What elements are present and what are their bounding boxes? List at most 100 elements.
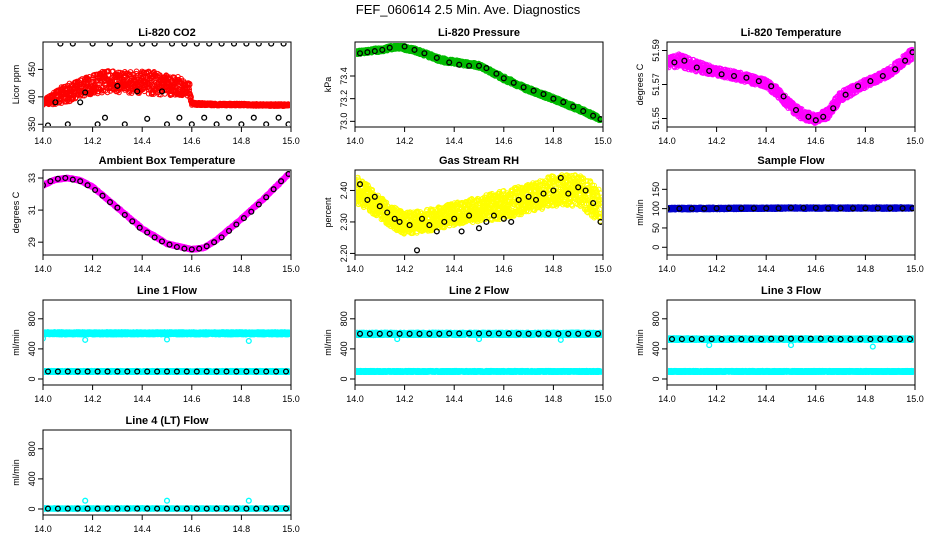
data-point [580, 108, 587, 115]
data-point [805, 113, 812, 120]
data-point [364, 49, 371, 56]
data-point [105, 72, 112, 79]
y-tick-label: 29 [27, 237, 37, 247]
y-tick-label: 73.4 [339, 67, 349, 85]
data-point [126, 43, 133, 47]
data-point [121, 121, 128, 126]
x-tick-label: 14.6 [807, 136, 825, 146]
data-point [421, 50, 428, 57]
data-point [144, 115, 151, 122]
data-point [275, 114, 282, 121]
x-tick-label: 14.8 [857, 136, 875, 146]
x-tick-label: 14.0 [34, 264, 52, 274]
data-point [193, 43, 200, 47]
y-axis-label: Licor ppm [11, 65, 21, 105]
data-point [842, 91, 849, 98]
data-point [755, 78, 762, 85]
data-point [483, 65, 490, 72]
data-point [909, 56, 914, 62]
series-1 [44, 43, 290, 126]
data-point [379, 46, 386, 53]
x-tick-label: 14.4 [133, 264, 151, 274]
data-point [550, 95, 557, 102]
x-tick-label: 14.4 [757, 136, 775, 146]
data-point [134, 88, 141, 95]
y-tick-label: 73.0 [339, 113, 349, 131]
data-point [520, 84, 527, 91]
data-point [263, 121, 270, 126]
data-point [570, 103, 577, 110]
data-point [671, 59, 678, 66]
data-point [52, 99, 59, 106]
data-point [356, 50, 364, 57]
data-point [225, 114, 233, 121]
figure-title: FEF_060614 2.5 Min. Ave. Diagnostics [356, 2, 581, 17]
panel-title: Li-820 CO2 [138, 27, 195, 39]
series-0 [356, 43, 602, 124]
data-point [104, 89, 111, 96]
data-point [510, 79, 517, 86]
data-point [268, 43, 275, 47]
data-point [386, 44, 393, 51]
data-point [820, 113, 827, 120]
x-tick-label: 14.6 [183, 136, 201, 146]
data-point [730, 72, 738, 80]
data-point [718, 71, 725, 78]
data-point [908, 50, 914, 57]
x-tick-label: 14.8 [233, 264, 251, 274]
data-point [780, 93, 787, 100]
data-point [909, 49, 914, 56]
y-tick-label: 450 [27, 62, 37, 77]
x-tick-label: 15.0 [594, 136, 612, 146]
data-point [466, 62, 473, 69]
panel-title: Li-820 Temperature [741, 27, 842, 39]
data-point [116, 89, 122, 96]
x-tick-label: 14.2 [84, 264, 102, 274]
data-point [902, 57, 909, 64]
data-point [456, 61, 463, 68]
data-point [854, 83, 862, 90]
data-point [69, 43, 76, 47]
y-tick-label: 350 [27, 117, 37, 132]
data-point [206, 43, 213, 47]
data-point [218, 43, 225, 47]
data-point [401, 43, 408, 50]
y-axis-label: degrees C [635, 63, 645, 105]
data-point [285, 121, 290, 126]
series-0 [44, 68, 290, 109]
data-point [285, 102, 290, 109]
series-0 [668, 46, 914, 126]
data-point [909, 46, 914, 53]
data-point [188, 93, 194, 100]
data-point [590, 112, 597, 119]
data-point [530, 87, 537, 94]
data-point [114, 82, 121, 89]
data-point [238, 121, 245, 126]
panel-title: Ambient Box Temperature [99, 155, 236, 167]
y-tick-label: 33 [27, 173, 37, 183]
x-tick-label: 14.0 [346, 136, 364, 146]
x-tick-label: 14.6 [183, 264, 201, 274]
data-point [371, 48, 378, 55]
series-1 [671, 49, 914, 124]
data-point [706, 67, 713, 74]
data-point [94, 121, 101, 126]
data-point [64, 121, 71, 126]
data-point [433, 54, 440, 61]
data-point [743, 74, 750, 81]
x-tick-label: 14.0 [34, 136, 52, 146]
data-point [101, 114, 109, 121]
data-point [139, 43, 146, 47]
data-point [812, 117, 819, 124]
data-point [500, 75, 507, 82]
x-tick-label: 14.8 [545, 136, 563, 146]
data-point [82, 89, 89, 96]
data-point [768, 83, 775, 90]
data-point [151, 43, 158, 47]
x-tick-label: 14.2 [396, 136, 414, 146]
plot-frame [42, 41, 292, 128]
data-point [693, 64, 700, 71]
panel-title: Li-820 Pressure [438, 27, 520, 39]
